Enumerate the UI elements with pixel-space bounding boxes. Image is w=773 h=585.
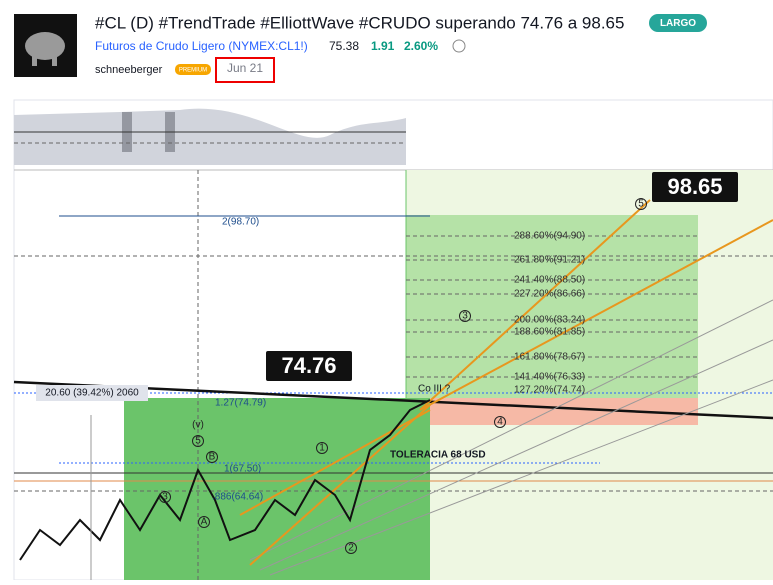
annotation: 2(98.70)	[222, 217, 259, 228]
wave-circles	[159, 198, 647, 554]
fib-label: 200.00%(83.24)	[514, 315, 585, 326]
wave-zone	[124, 398, 430, 580]
annotation: 20.60 (39.42%) 2060	[45, 388, 139, 399]
fib-label: 127.20%(74.74)	[514, 385, 585, 396]
avatar-art	[25, 32, 65, 60]
channel-lines	[239, 199, 773, 566]
fib-label: 288.60%(94.90)	[514, 231, 585, 242]
date: Jun 21	[227, 61, 263, 75]
annotation: TOLERACIA 68 USD	[390, 450, 486, 461]
wave-label: 3	[462, 311, 468, 322]
volume-profile	[14, 108, 406, 165]
avatar-art	[32, 52, 37, 66]
idea-title[interactable]: #CL (D) #TrendTrade #ElliottWave #CRUDO …	[95, 13, 624, 32]
change-percent: 2.60%	[404, 39, 438, 53]
wave-label: (v)	[192, 420, 204, 431]
callout-bg	[652, 172, 738, 202]
fib-zone	[406, 215, 698, 398]
callout: 98.65	[667, 174, 722, 199]
avatar-art	[52, 52, 57, 66]
alert-icon[interactable]	[452, 39, 466, 53]
callout: 74.76	[281, 353, 336, 378]
symbol-link[interactable]: Futuros de Crudo Ligero (NYMEX:CL1!)	[95, 39, 308, 53]
annotation: 1.27(74.79)	[215, 398, 266, 409]
fib-lines	[14, 170, 773, 580]
premium-bg	[175, 64, 211, 75]
author-badge: PREMIUM	[179, 68, 207, 74]
wave-label: 2	[348, 543, 354, 554]
date-highlight	[215, 57, 275, 83]
wave-label: 3	[162, 492, 168, 503]
fib-label: 161.80%(78.67)	[514, 352, 585, 363]
badge-bg	[649, 14, 707, 32]
wave-label: 5	[638, 199, 644, 210]
wave-label: B	[209, 452, 216, 463]
direction-badge: LARGO	[660, 18, 696, 29]
measure-bg	[36, 385, 148, 401]
author[interactable]: schneeberger	[95, 64, 163, 76]
annotation: .886(64.64)	[212, 492, 263, 503]
fib-label: 141.40%(76.33)	[514, 372, 585, 383]
wave-label: 4	[497, 417, 503, 428]
fib-label: 261.80%(91.21)	[514, 255, 585, 266]
callout-bg	[266, 351, 352, 381]
wave-label: A	[201, 517, 208, 528]
change: 1.91	[371, 39, 395, 53]
fib-label: 241.40%(88.50)	[514, 275, 585, 286]
wave-label: 5	[195, 436, 201, 447]
annotation: Co III ?	[418, 384, 451, 395]
fib-label: 188.60%(81.85)	[514, 327, 585, 338]
wave-label: 1	[319, 443, 325, 454]
fan-lines	[249, 299, 773, 576]
price-path	[19, 399, 431, 561]
fib-label: 227.20%(86.66)	[514, 289, 585, 300]
price: 75.38	[329, 39, 359, 53]
annotation: 1(67.50)	[224, 464, 261, 475]
